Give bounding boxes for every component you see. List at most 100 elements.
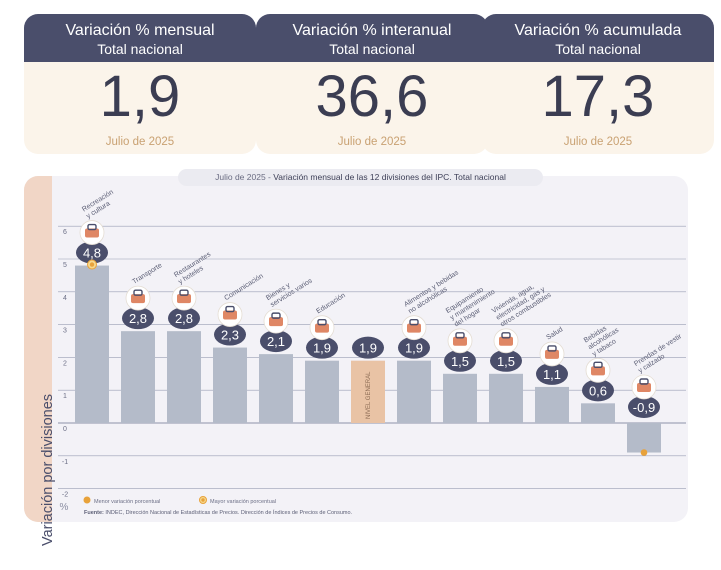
value-label: 1,5 (497, 354, 515, 369)
bar (259, 354, 293, 423)
icon-transport (125, 285, 151, 311)
value-badge (260, 330, 292, 353)
bar (213, 347, 247, 423)
bar (167, 331, 201, 423)
bar (489, 373, 523, 423)
bar (627, 423, 661, 453)
category-label-line: Transporte (131, 262, 163, 286)
icon-communication (217, 302, 243, 327)
y-tick-label: -1 (62, 459, 68, 466)
value-label: 2,8 (129, 311, 147, 326)
icon-education (309, 315, 335, 341)
legend-label-high: Mayor variación porcentual (210, 499, 276, 505)
value-badge (352, 336, 384, 359)
legend-swatch-low (83, 496, 91, 504)
category-label: Salud (545, 326, 564, 341)
card-header: Variación % acumulada Total nacional (482, 14, 714, 62)
card-title: Variación % interanual (292, 22, 452, 39)
value-badge (122, 307, 154, 330)
icon-goods (263, 308, 289, 334)
category-label-line: Salud (545, 326, 564, 341)
card-date: Julio de 2025 (105, 136, 175, 148)
icon-shape (269, 317, 283, 327)
icon-alcohol (585, 357, 611, 383)
icon-food (401, 315, 427, 341)
value-label: -0,9 (633, 400, 655, 415)
legend-label-low: Menor variación porcentual (94, 499, 160, 505)
value-badge (490, 349, 522, 372)
icon-shape (317, 318, 327, 326)
y-tick-label: 1 (63, 393, 67, 400)
icon-household (447, 328, 473, 354)
bar (535, 386, 569, 423)
icon-shape (499, 336, 513, 346)
card-title: Variación % mensual (65, 22, 215, 39)
value-badge (214, 323, 246, 346)
card-title: Variación % acumulada (514, 22, 682, 39)
category-label-line: Alimentos y bebidas (403, 269, 460, 308)
y-tick-label: -2 (62, 492, 68, 499)
value-label: 1,9 (359, 341, 377, 356)
value-label: 2,3 (221, 328, 239, 343)
y-tick-label: 5 (63, 262, 67, 269)
icon-shape (639, 378, 649, 385)
card-header: Variación % interanual Total nacional (256, 14, 488, 62)
chart-title: Julio de 2025 - Variación mensual de las… (178, 169, 543, 186)
value-label: 1,9 (405, 341, 423, 356)
category-label: Comunicación (223, 273, 264, 302)
card-accumulated: Variación % acumulada Total nacional 17,… (482, 14, 714, 154)
y-tick-label: 0 (63, 426, 67, 433)
bar (75, 265, 109, 423)
bar (397, 360, 431, 423)
y-tick-label: 6 (63, 229, 67, 236)
value-badge (628, 396, 660, 418)
value-label: 2,1 (267, 334, 285, 349)
y-unit-label: % (60, 502, 69, 513)
lowest-marker (640, 449, 648, 456)
highest-marker-core (89, 262, 95, 267)
card-subtitle: Total nacional (555, 41, 641, 57)
icon-shape (545, 349, 559, 359)
value-badge (444, 349, 476, 372)
icon-shape (177, 294, 191, 304)
category-label-line: Comunicación (223, 273, 264, 302)
bar-general (351, 360, 385, 423)
legend-swatch-high-core (201, 498, 205, 502)
card-date: Julio de 2025 (563, 136, 633, 148)
card-body: 1,9 Julio de 2025 (24, 62, 256, 154)
chart-title-prefix: Julio de 2025 - (215, 172, 274, 182)
icon-shape (409, 318, 419, 326)
icon-shape (223, 310, 237, 320)
icon-recreation (79, 220, 105, 245)
value-label: 2,8 (175, 311, 193, 326)
bar (121, 331, 155, 423)
value-badge (398, 336, 430, 359)
card-date: Julio de 2025 (337, 136, 407, 148)
icon-shape (87, 223, 97, 231)
value-label: 1,1 (543, 367, 561, 382)
icon-shape (315, 323, 329, 333)
card-value: 1,9 (99, 64, 181, 129)
icon-shape (591, 366, 605, 376)
icon-shape (271, 312, 281, 319)
value-badge (582, 379, 614, 402)
card-subtitle: Total nacional (97, 41, 183, 57)
general-bar-label: NIVEL GENERAL (366, 371, 372, 419)
icon-shape (133, 289, 143, 296)
value-badge (168, 307, 200, 330)
value-label: 4,8 (83, 246, 101, 261)
category-label: Educación (315, 292, 347, 315)
icon-shape (547, 345, 557, 352)
source-text: INDEC, Dirección Nacional de Estadística… (104, 509, 353, 516)
card-body: 36,6 Julio de 2025 (256, 62, 488, 154)
value-label: 1,5 (451, 354, 469, 369)
icon-shape (225, 305, 235, 313)
icon-shape (85, 228, 99, 238)
y-axis-label-strip: Variación por divisiones (24, 176, 56, 546)
icon-shape (453, 336, 467, 346)
